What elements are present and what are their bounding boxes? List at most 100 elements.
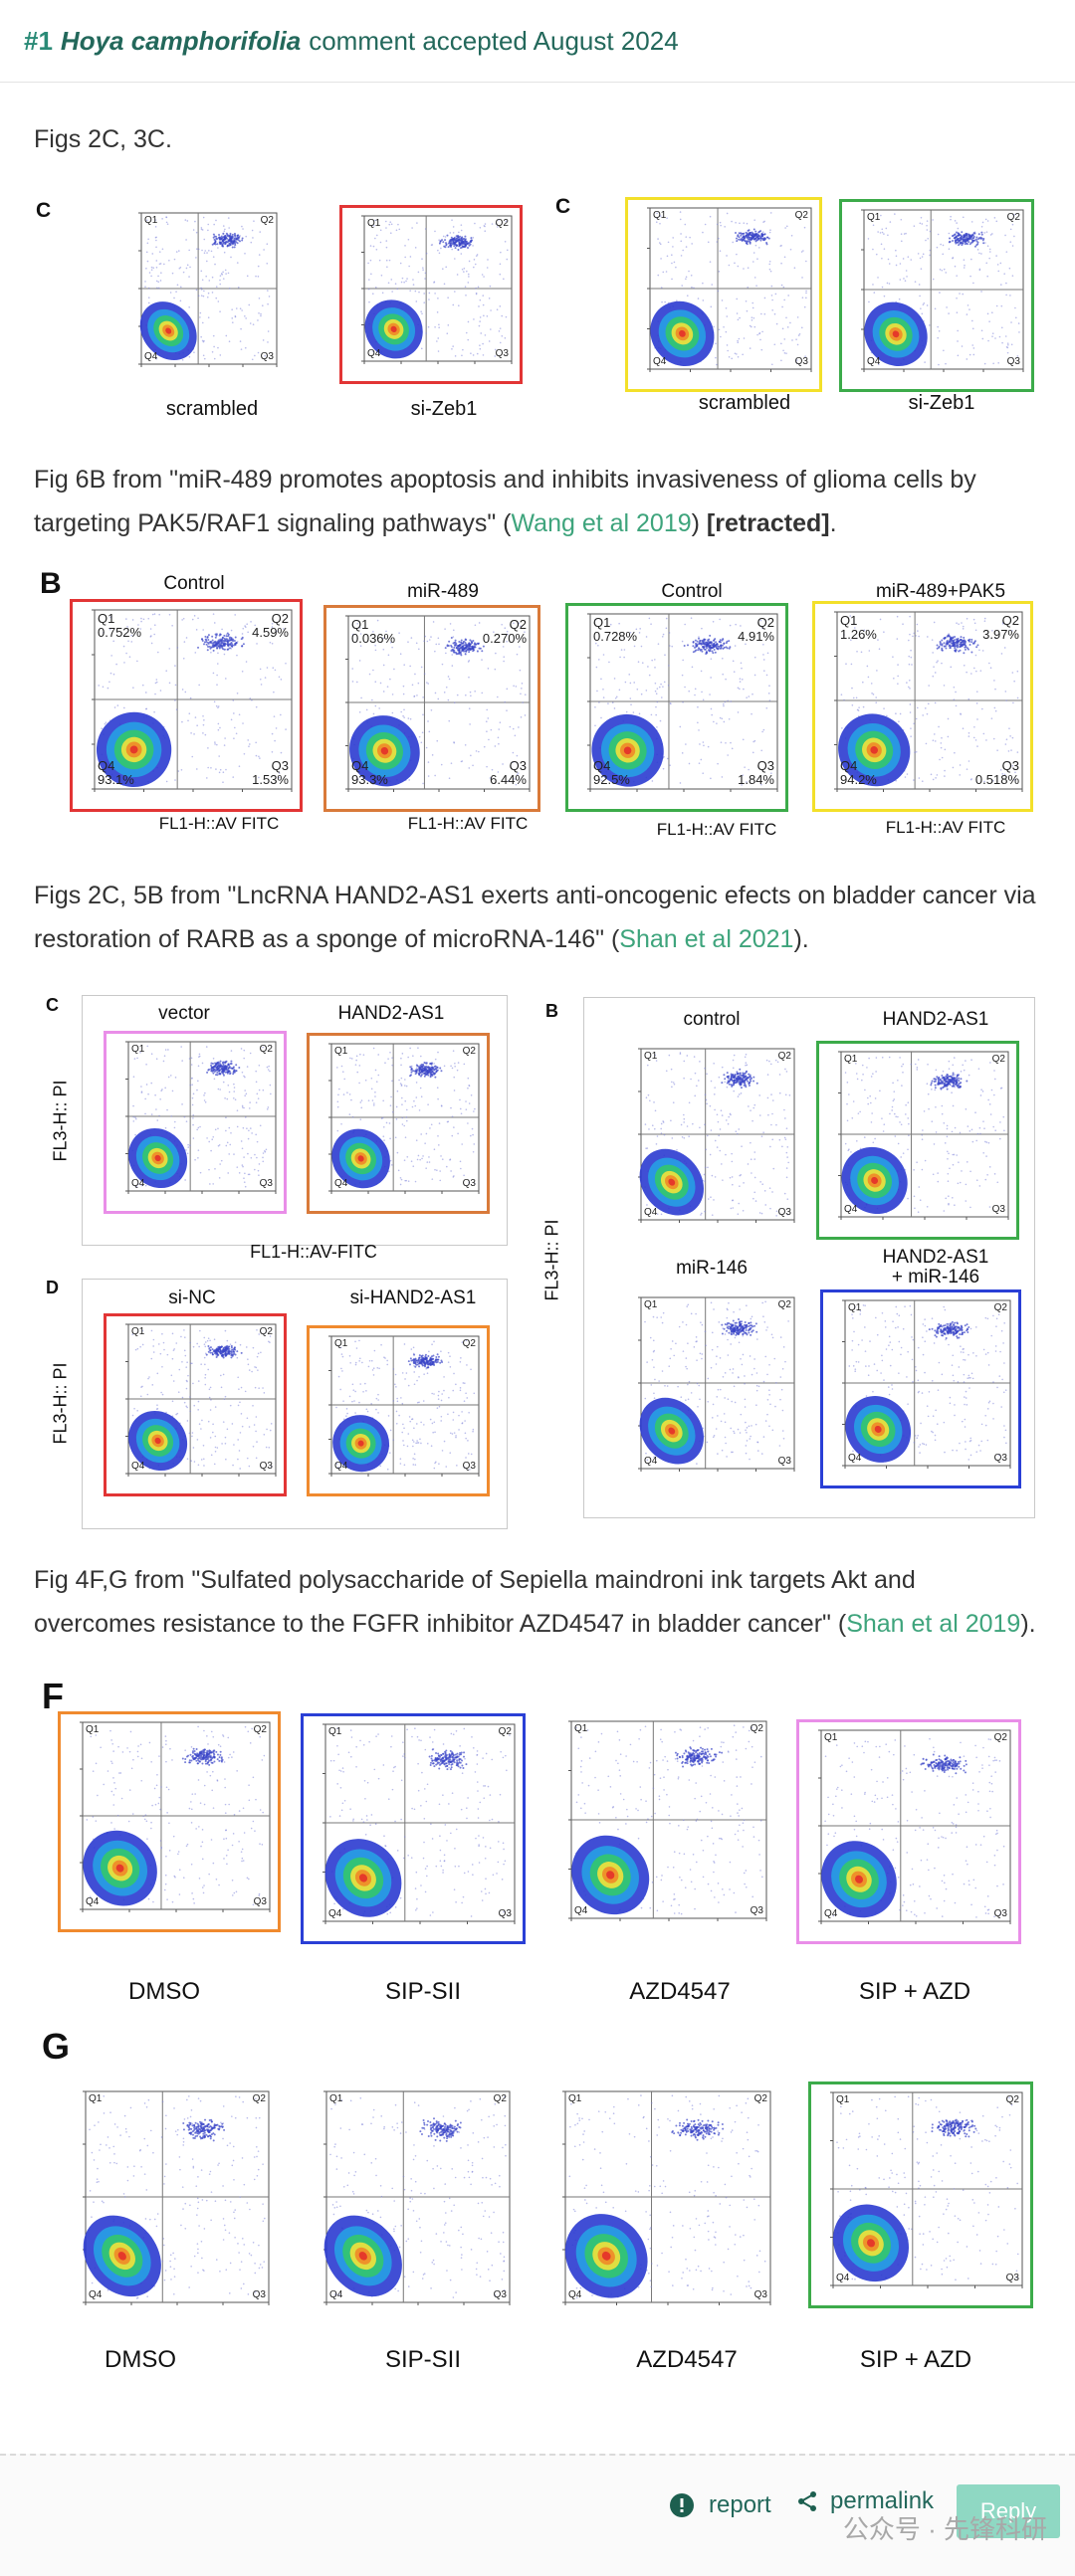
quadrant-label: Q2 — [1006, 2094, 1019, 2105]
quadrant-label: Q1 1.26% — [840, 614, 877, 642]
quadrant-label: Q4 — [653, 356, 666, 367]
quadrant-label: Q3 — [778, 1207, 791, 1218]
quadrant-label: Q1 — [836, 2094, 849, 2105]
quadrant-label: Q3 — [499, 1908, 512, 1919]
quadrant-label: Q2 — [795, 210, 808, 221]
quadrant-label: Q2 — [994, 1302, 1007, 1313]
quadrant-label: Q3 0.518% — [975, 759, 1019, 787]
comment-header: #1 Hoya camphorifolia comment accepted A… — [0, 0, 1075, 83]
plot-caption: DMSO — [66, 2346, 215, 2374]
x-axis-label: FL1-H::AV-FITC — [209, 1242, 418, 1263]
quadrant-label: Q4 92.5% — [593, 759, 630, 787]
quadrant-label: Q1 — [329, 2093, 342, 2104]
quadrant-label: Q1 — [131, 1044, 144, 1055]
quadrant-label: Q4 — [848, 1453, 861, 1464]
quadrant-label: Q2 — [778, 1299, 791, 1310]
quadrant-label: Q1 — [568, 2093, 581, 2104]
plot-caption: SIP-SII — [348, 2346, 498, 2374]
figure-reference-1: Figs 2C, 3C. — [34, 117, 1039, 161]
species-name: Hoya camphorifolia — [61, 26, 301, 57]
citation-link[interactable]: Wang et al 2019 — [512, 509, 692, 537]
y-axis-label: FL3-H:: PI — [51, 1080, 72, 1161]
quadrant-label: Q1 — [334, 1338, 347, 1349]
plot-title: si-HAND2-AS1 — [328, 1288, 498, 1309]
quadrant-label: Q4 — [367, 348, 380, 359]
plot-caption: si-Zeb1 — [862, 392, 1021, 415]
quadrant-label: Q4 — [131, 1178, 144, 1189]
quadrant-label: Q2 — [778, 1051, 791, 1062]
flow-plot: Q1 1.26%Q2 3.97%Q4 94.2%Q3 0.518% — [812, 601, 1033, 812]
quadrant-label: Q3 — [778, 1456, 791, 1467]
quadrant-label: Q1 — [328, 1726, 341, 1737]
panel-letter: G — [42, 2026, 70, 2068]
quadrant-label: Q2 — [992, 1054, 1005, 1065]
quadrant-label: Q2 — [494, 2093, 507, 2104]
report-label: report — [709, 2491, 771, 2519]
figure-reference-4: Fig 4F,G from "Sulfated polysaccharide o… — [34, 1558, 1039, 1646]
quadrant-label: Q4 — [824, 1908, 837, 1919]
quadrant-label: Q2 — [463, 1338, 476, 1349]
quadrant-label: Q3 — [261, 351, 274, 362]
panel-letter: C — [555, 195, 570, 219]
plot-caption: SIP + AZD — [835, 1978, 994, 2006]
quadrant-label: Q4 93.3% — [351, 759, 388, 787]
quadrant-label: Q1 — [653, 210, 666, 221]
quadrant-label: Q4 93.1% — [98, 759, 134, 787]
quadrant-label: Q4 — [334, 1461, 347, 1472]
plot-title: miR-146 — [627, 1258, 796, 1280]
flow-plot: Q1 0.752%Q2 4.59%Q4 93.1%Q3 1.53% — [70, 599, 303, 812]
plot-title: si-NC — [108, 1288, 277, 1309]
quadrant-label: Q4 — [89, 2289, 102, 2300]
quadrant-label: Q2 — [751, 1723, 763, 1734]
quadrant-label: Q1 — [848, 1302, 861, 1313]
quadrant-label: Q1 — [89, 2093, 102, 2104]
quadrant-label: Q3 — [795, 356, 808, 367]
flow-plot: Q1 0.036%Q2 0.270%Q4 93.3%Q3 6.44% — [323, 605, 540, 812]
plot-title: Control — [119, 573, 269, 595]
panel-letter: B — [40, 567, 62, 601]
comment-status: comment accepted August 2024 — [309, 26, 678, 57]
quadrant-label: Q3 — [260, 1178, 273, 1189]
plot-title: HAND2-AS1 — [851, 1009, 1020, 1031]
citation-link[interactable]: Shan et al 2021 — [619, 925, 793, 953]
plot-caption: SIP-SII — [348, 1978, 498, 2006]
quadrant-label: Q1 — [367, 218, 380, 229]
plot-caption: AZD4547 — [612, 2346, 761, 2374]
y-axis-label: FL3-H:: PI — [51, 1362, 72, 1444]
quadrant-label: Q4 — [131, 1461, 144, 1472]
quadrant-label: Q2 0.270% — [483, 618, 527, 646]
watermark: 公众号 · 先锋科研 — [843, 2509, 1047, 2546]
quadrant-label: Q2 — [754, 2093, 767, 2104]
quadrant-label: Q3 — [751, 1905, 763, 1916]
quadrant-label: Q3 — [1007, 356, 1020, 367]
quadrant-label: Q3 1.84% — [738, 759, 774, 787]
report-button[interactable]: report — [669, 2491, 771, 2519]
quadrant-label: Q3 — [260, 1461, 273, 1472]
citation-link[interactable]: Shan et al 2019 — [846, 1610, 1020, 1638]
x-axis-label: FL1-H::AV FITC — [368, 814, 567, 834]
quadrant-label: Q4 — [644, 1207, 657, 1218]
quadrant-label: Q1 — [131, 1326, 144, 1337]
comment-number[interactable]: #1 — [24, 26, 53, 57]
quadrant-label: Q3 — [494, 2289, 507, 2300]
x-axis-label: FL1-H::AV FITC — [119, 814, 319, 834]
quadrant-label: Q3 — [1006, 2273, 1019, 2283]
quadrant-label: Q1 — [144, 215, 157, 226]
flow-plot: Q1 0.728%Q2 4.91%Q4 92.5%Q3 1.84% — [565, 603, 788, 812]
quadrant-label: Q4 — [144, 351, 157, 362]
quadrant-label: Q3 — [253, 2289, 266, 2300]
quadrant-label: Q2 — [254, 1724, 267, 1735]
quadrant-label: Q3 — [254, 1896, 267, 1907]
